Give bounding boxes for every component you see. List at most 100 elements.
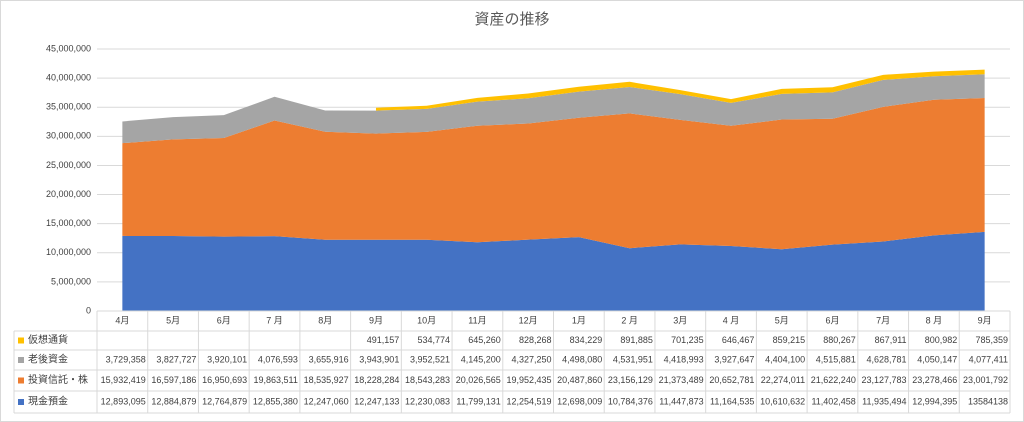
x-tick-label: 9月 — [369, 315, 383, 325]
legend-label: 老後資金 — [28, 353, 68, 366]
table-value: 645,260 — [468, 335, 501, 345]
legend-key — [18, 337, 24, 344]
area — [122, 231, 985, 311]
table-value: 21,373,489 — [659, 375, 704, 385]
table-value: 800,982 — [925, 335, 958, 345]
x-tick-label: 8 月 — [926, 315, 943, 325]
x-tick-label: 3月 — [673, 315, 687, 325]
x-tick-label: 5月 — [166, 315, 180, 325]
table-value: 19,952,435 — [506, 375, 551, 385]
table-value: 4,327,250 — [511, 354, 551, 364]
table-value: 20,026,565 — [456, 375, 501, 385]
table-value: 4,145,200 — [461, 354, 501, 364]
table-value: 23,278,466 — [912, 375, 957, 385]
table-value: 11,447,873 — [659, 396, 703, 406]
table-value: 12,884,879 — [151, 396, 196, 406]
table-value: 867,911 — [875, 335, 907, 345]
table-value: 20,487,860 — [557, 375, 602, 385]
table-value: 12,855,380 — [253, 396, 298, 406]
table-value: 21,622,240 — [811, 375, 856, 385]
table-value: 4,077,411 — [969, 354, 1008, 364]
table-value: 3,920,101 — [207, 354, 247, 364]
y-tick-label: 25,000,000 — [46, 160, 91, 170]
table-value: 23,156,129 — [608, 375, 653, 385]
table-value: 12,247,060 — [304, 396, 349, 406]
table-value: 18,535,927 — [304, 375, 349, 385]
table-value: 12,698,009 — [557, 396, 602, 406]
x-tick-label: 7 月 — [266, 315, 283, 325]
y-tick-label: 40,000,000 — [46, 72, 91, 82]
y-tick-label: 5,000,000 — [51, 276, 91, 286]
table-value: 4,531,951 — [613, 354, 653, 364]
y-tick-label: 10,000,000 — [46, 247, 91, 257]
table-value: 20,652,781 — [709, 375, 754, 385]
table-value: 828,268 — [519, 335, 552, 345]
table-value: 15,932,419 — [101, 375, 146, 385]
table-value: 13584138 — [968, 396, 1008, 406]
table-value: 12,994,395 — [912, 396, 957, 406]
table-value: 18,228,284 — [354, 375, 399, 385]
x-tick-label: 1月 — [572, 315, 586, 325]
legend-label: 仮想通貨 — [28, 333, 68, 346]
y-tick-label: 35,000,000 — [46, 102, 91, 112]
x-tick-label: 6月 — [825, 315, 839, 325]
legend-key — [18, 399, 24, 405]
table-value: 4,515,881 — [816, 354, 856, 364]
area — [122, 74, 985, 144]
table-value: 785,359 — [975, 335, 1008, 345]
table-value: 12,254,519 — [506, 396, 551, 406]
legend-key — [18, 377, 24, 384]
x-tick-label: 7月 — [876, 315, 890, 325]
table-value: 534,774 — [418, 335, 451, 345]
table-value: 10,610,632 — [760, 396, 805, 406]
table-value: 12,230,083 — [405, 396, 450, 406]
table-value: 4,628,781 — [867, 354, 907, 364]
x-tick-label: 11月 — [468, 315, 486, 325]
table-value: 646,467 — [722, 335, 755, 345]
table-value: 19,863,511 — [253, 375, 297, 385]
table-value: 4,418,993 — [664, 354, 704, 364]
table-value: 23,127,783 — [862, 375, 907, 385]
table-value: 834,229 — [570, 335, 603, 345]
legend-label: 投資信託・株 — [28, 373, 88, 386]
table-value: 16,950,693 — [202, 375, 247, 385]
table-value: 12,247,133 — [354, 396, 399, 406]
table-value: 3,729,358 — [106, 354, 146, 364]
table-value: 3,927,647 — [714, 354, 754, 364]
chart-title: 資産の推移 — [474, 11, 549, 28]
table-value: 12,893,095 — [101, 396, 146, 406]
table-value: 23,001,792 — [963, 375, 1008, 385]
table-value: 880,267 — [823, 335, 856, 345]
y-tick-label: 20,000,000 — [46, 189, 91, 199]
table-value: 3,952,521 — [410, 354, 450, 364]
table-value: 11,164,535 — [710, 396, 754, 406]
table-value: 18,543,283 — [405, 375, 450, 385]
x-tick-label: 2 月 — [621, 315, 638, 325]
legend-key — [18, 357, 24, 363]
x-tick-label: 8月 — [318, 315, 332, 325]
table-value: 3,943,901 — [359, 354, 399, 364]
x-tick-label: 10月 — [417, 315, 436, 325]
x-tick-label: 4月 — [115, 315, 129, 325]
legend-label: 現金預金 — [28, 395, 68, 408]
table-value: 491,157 — [367, 335, 400, 345]
table-value: 11,402,458 — [811, 396, 855, 406]
y-tick-label: 30,000,000 — [46, 131, 91, 141]
table-value: 859,215 — [773, 335, 806, 345]
x-tick-label: 12月 — [519, 315, 538, 325]
y-tick-label: 45,000,000 — [46, 43, 91, 53]
table-value: 11,799,131 — [456, 396, 500, 406]
table-value: 4,050,147 — [917, 354, 957, 364]
x-tick-label: 4 月 — [723, 315, 740, 325]
table-value: 10,784,376 — [608, 396, 653, 406]
table-value: 16,597,186 — [151, 375, 196, 385]
table-value: 12,764,879 — [202, 396, 247, 406]
table-value: 4,076,593 — [258, 354, 298, 364]
x-tick-label: 5月 — [775, 315, 789, 325]
table-value: 22,274,011 — [761, 375, 805, 385]
y-tick-label: 0 — [86, 305, 91, 315]
area — [122, 97, 985, 250]
table-value: 4,404,100 — [765, 354, 805, 364]
table-value: 701,235 — [671, 335, 704, 345]
